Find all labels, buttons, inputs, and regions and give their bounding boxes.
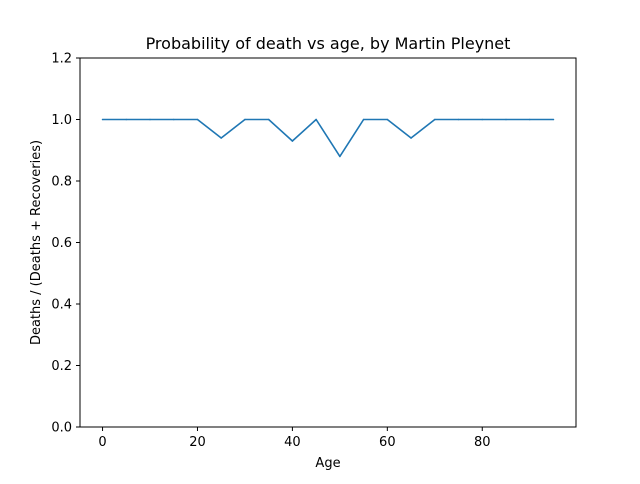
x-tick-label: 20 — [189, 435, 206, 450]
y-tick-label: 1.2 — [51, 52, 72, 67]
y-tick-label: 0.0 — [51, 421, 72, 436]
data-point — [528, 118, 531, 121]
data-point — [149, 118, 151, 121]
data-point — [505, 118, 507, 121]
data-point — [552, 118, 555, 121]
data-point — [457, 118, 460, 121]
data-point — [172, 118, 175, 121]
series-layer — [101, 118, 555, 158]
data-point — [433, 118, 436, 121]
data-point — [362, 118, 365, 121]
data-point — [410, 137, 412, 139]
y-tick-label: 0.8 — [51, 175, 72, 190]
data-point — [291, 140, 294, 142]
x-tick-label: 0 — [98, 435, 106, 450]
y-axis-label: Deaths / (Deaths + Recoveries) — [29, 140, 44, 345]
y-tick-label: 1.0 — [51, 113, 72, 128]
x-tick-label: 80 — [474, 435, 491, 450]
x-axis-label: Age — [315, 456, 340, 471]
data-point — [244, 118, 246, 121]
x-axis-ticks: 0 20 40 60 80 — [98, 427, 491, 450]
data-point — [125, 118, 128, 121]
y-tick-label: 0.4 — [51, 298, 72, 313]
data-point — [220, 137, 223, 139]
data-point — [196, 118, 199, 121]
y-tick-label: 0.6 — [51, 236, 72, 251]
data-point — [315, 118, 317, 121]
data-point — [267, 118, 270, 121]
y-axis-ticks: 0.0 0.2 0.4 0.6 0.8 1.0 1.2 — [51, 52, 80, 436]
chart-title: Probability of death vs age, by Martin P… — [146, 34, 511, 53]
series-line — [102, 118, 554, 158]
y-tick-label: 0.2 — [51, 359, 72, 374]
data-point — [339, 155, 341, 158]
data-point — [481, 118, 484, 121]
data-point — [101, 118, 104, 121]
x-tick-label: 40 — [284, 435, 301, 450]
x-tick-label: 60 — [379, 435, 396, 450]
data-point — [386, 118, 389, 121]
